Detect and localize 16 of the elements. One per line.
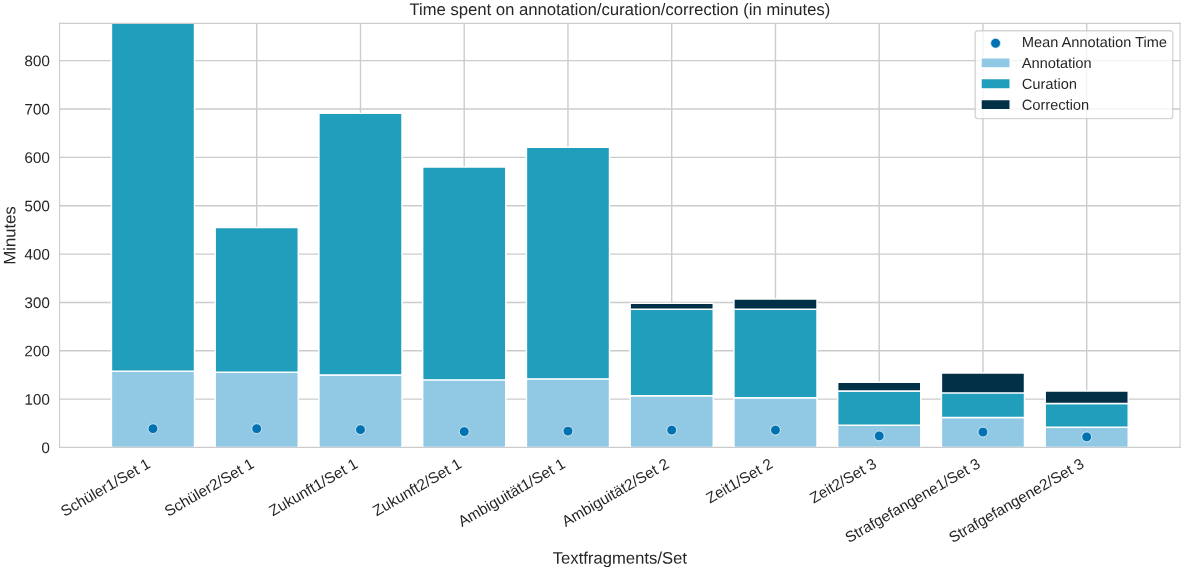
- y-tick-label: 500: [25, 200, 50, 212]
- y-tick-label: 800: [25, 55, 50, 67]
- legend-label: Curation: [1022, 78, 1077, 90]
- chart-title: Time spent on annotation/curation/correction (in minutes): [409, 2, 830, 19]
- x-axis-title: Textfragments/Set: [553, 551, 687, 568]
- y-tick-label: 600: [25, 152, 50, 164]
- y-tick-label: 0: [41, 442, 50, 454]
- y-tick-label: 100: [25, 394, 50, 405]
- legend-label: Mean Annotation Time: [1023, 36, 1167, 48]
- y-tick-label: 700: [25, 103, 50, 115]
- legend-label: Correction: [1022, 99, 1089, 110]
- y-axis-title: Minutes: [3, 206, 16, 264]
- legend-label: Annotation: [1021, 57, 1091, 69]
- y-tick-label: 400: [24, 248, 50, 260]
- y-tick-label: 200: [25, 345, 50, 357]
- y-tick-label: 300: [24, 297, 50, 309]
